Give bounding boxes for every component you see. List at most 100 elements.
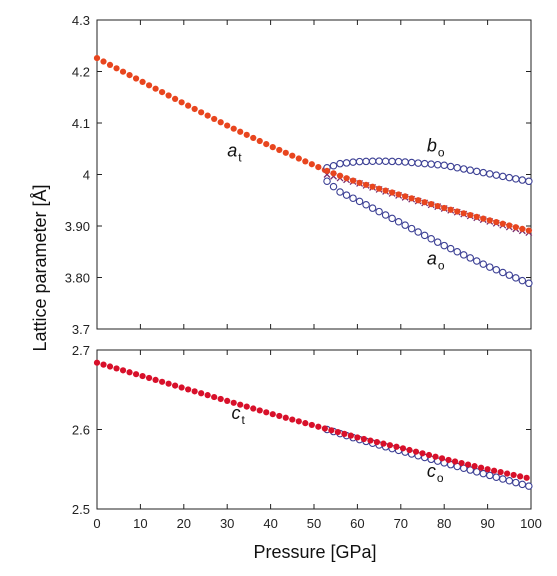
data-point [336,159,344,168]
data-point [198,109,205,116]
data-point [471,463,478,470]
data-point [282,414,289,421]
data-point [440,241,448,250]
y-tick-label: 4 [83,168,90,183]
x-tick-label: 80 [437,516,451,531]
data-point [399,445,407,452]
data-point [525,279,533,288]
data-point [132,75,140,82]
data-point [492,266,501,274]
panel-bottom-marks [93,359,533,490]
data-point [458,459,465,467]
data-point [512,274,520,282]
data-point [191,388,198,395]
data-point [438,455,446,462]
data-point [486,170,494,178]
data-point [402,193,409,200]
data-point [368,204,377,212]
data-point [343,175,350,182]
data-point [172,382,179,389]
data-point [519,225,526,232]
data-point [159,89,166,96]
x-tick-label: 100 [520,516,542,531]
data-point [518,480,527,489]
data-point [185,102,192,109]
data-point [486,263,494,271]
curve-label: ct [232,403,246,427]
data-point [139,78,146,86]
data-point [308,421,315,429]
data-point [394,218,403,226]
data-point [191,105,198,113]
curve-label: ao [427,249,445,273]
data-point [100,361,107,368]
data-point [237,401,244,408]
data-point [414,159,422,167]
data-point [401,221,409,229]
data-point [119,367,127,374]
data-point [106,363,114,370]
y-tick-label: 3.80 [65,271,90,286]
data-point [525,177,533,186]
data-point [420,159,429,168]
data-point [504,470,511,477]
data-point [362,157,370,166]
data-point [492,473,501,481]
data-point [362,181,370,188]
data-point [406,446,413,454]
data-point [419,450,426,457]
data-point [349,194,357,202]
data-point [355,157,364,166]
data-point [250,405,257,412]
data-point [453,163,461,172]
data-point [329,161,338,170]
data-point [382,187,389,194]
data-point [330,170,337,177]
data-point [512,175,520,183]
panel-top: 3.7 3.80 3.90 4 4.1 4.2 4.3 at bo ao [65,13,533,337]
data-point [355,197,364,206]
x-tick-label: 20 [177,516,191,531]
data-point [499,268,507,277]
data-point [224,397,231,404]
data-point [347,432,354,439]
data-point [289,416,296,423]
data-point [126,72,133,79]
data-point [178,99,185,106]
data-point [263,141,270,148]
data-point [308,161,315,168]
data-point [445,456,452,464]
data-point [243,131,250,138]
data-point [499,220,506,227]
data-point [518,176,527,184]
data-point [407,224,416,233]
x-tick-label: 10 [133,516,147,531]
data-point [440,161,448,169]
data-point [434,202,441,210]
data-point [414,228,422,236]
data-point [295,155,302,162]
data-point [334,428,341,436]
data-point [230,125,237,132]
data-point [497,469,504,476]
data-point [433,238,442,246]
data-point [493,218,500,226]
curve-label: bo [427,135,445,159]
data-point [217,119,224,126]
data-point [336,172,344,179]
y-tick-label: 2.7 [72,343,90,358]
data-point [113,365,120,372]
data-point [480,215,487,222]
series-a_t [93,55,328,174]
data-point [459,251,468,259]
data-point [412,448,420,455]
data-point [486,217,493,224]
x-tick-label: 70 [394,516,408,531]
data-point [386,442,394,449]
x-tick-label: 0 [93,516,100,531]
data-point [427,160,435,168]
data-point [499,172,507,181]
data-point [100,58,107,65]
data-point [425,451,433,459]
